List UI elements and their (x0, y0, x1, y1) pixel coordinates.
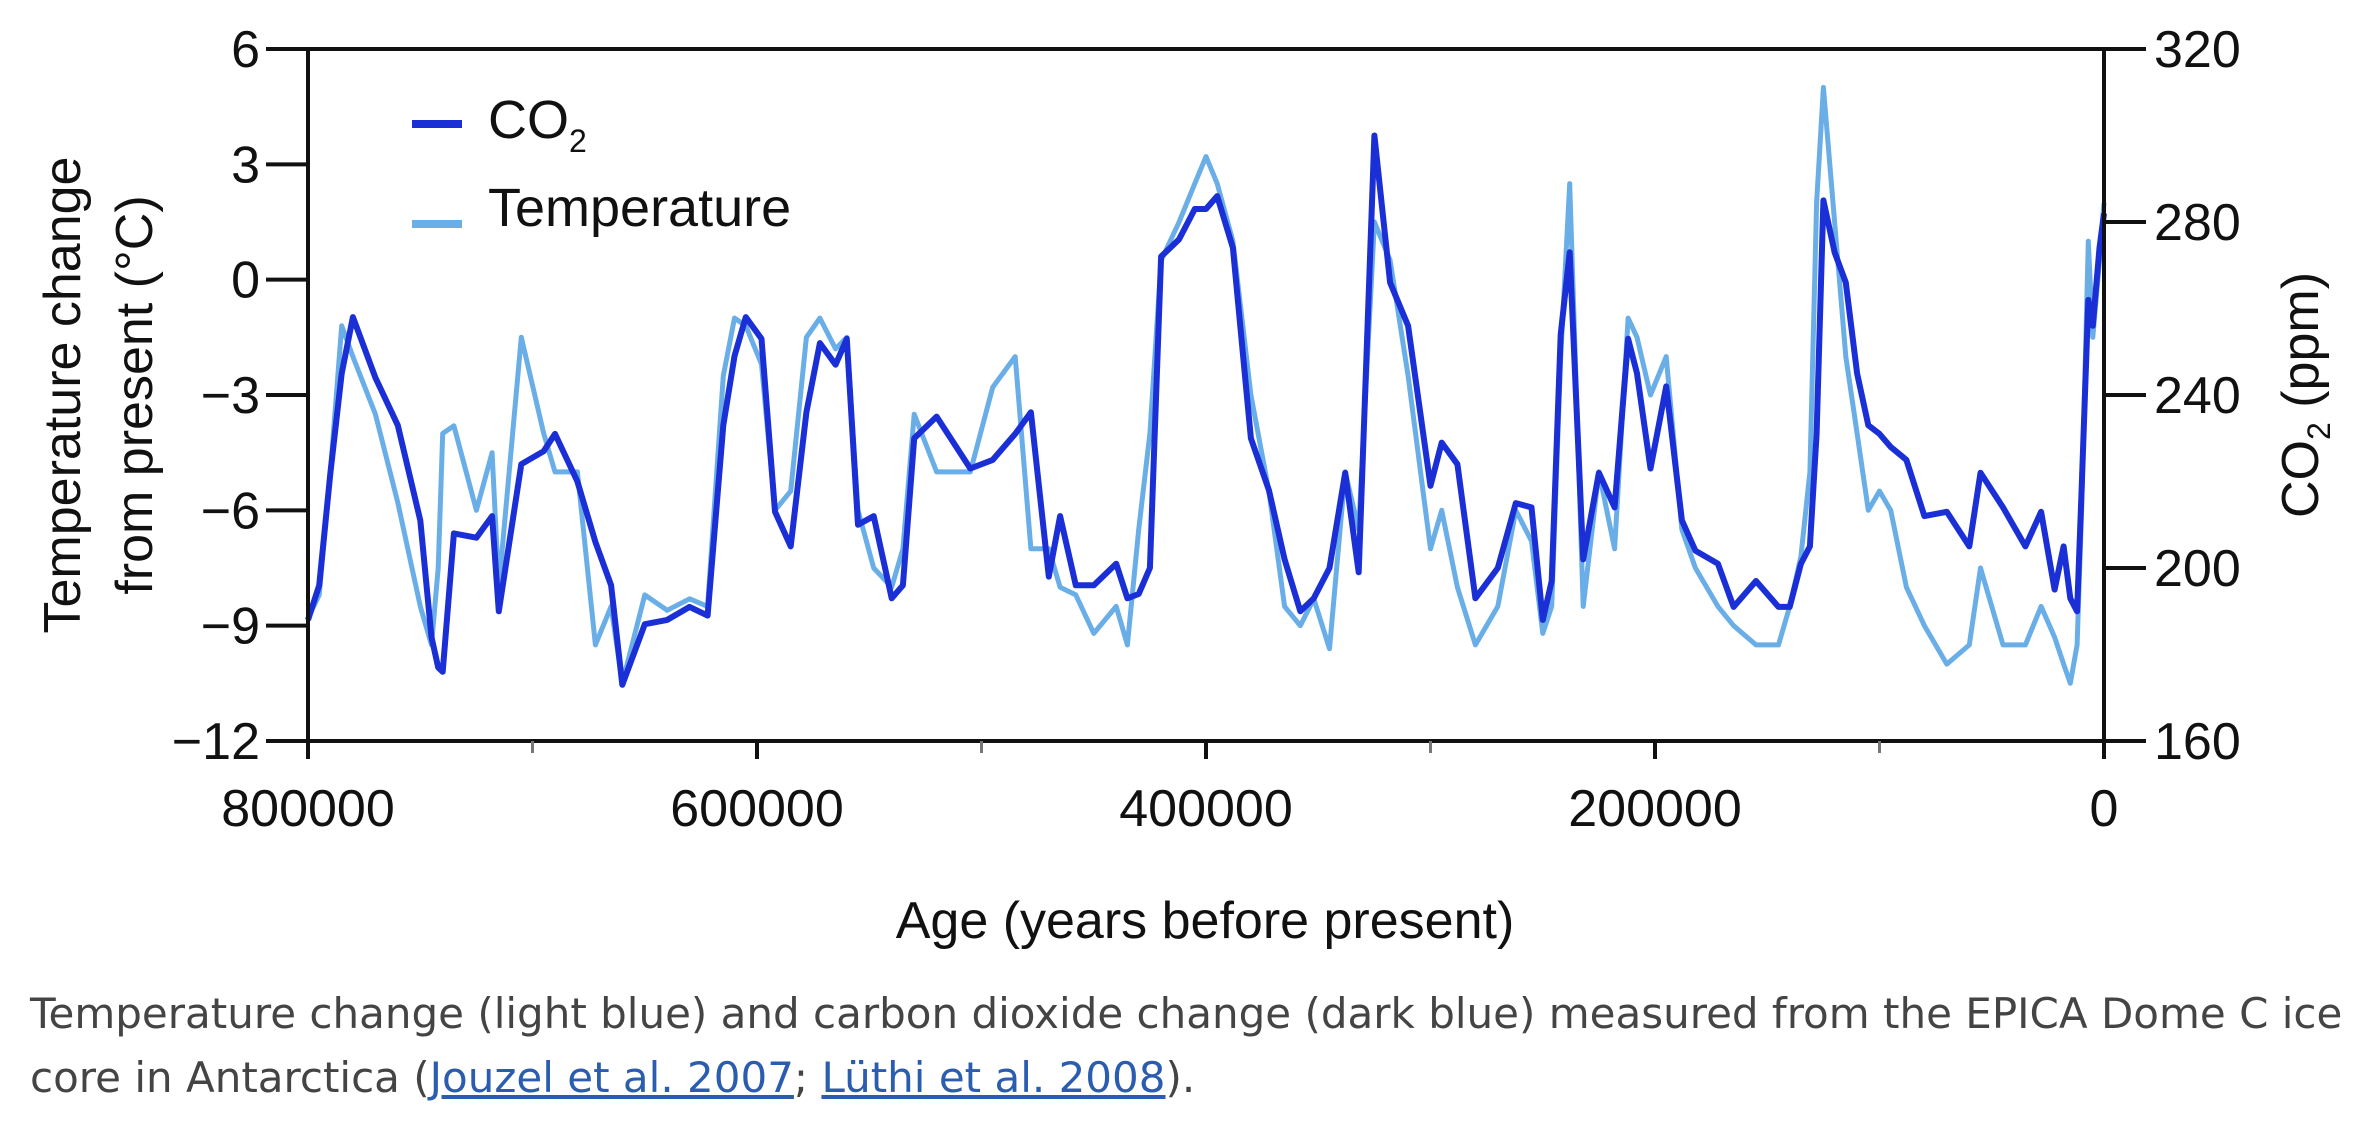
y-left-tick-label: −6 (201, 482, 260, 540)
y-left-axis-title-line2: from present (°C) (106, 195, 164, 594)
legend-temperature-label: Temperature (488, 178, 791, 238)
y-left-tick-label: 3 (231, 136, 260, 194)
temperature-series-line (305, 84, 2107, 686)
y-right-tick-label: 160 (2154, 713, 2241, 771)
y-right-tick-label: 280 (2154, 194, 2241, 252)
x-tick-label: 800000 (221, 780, 395, 838)
y-left-tick-label: −3 (201, 367, 260, 425)
y-left-axis-title-line1: Temperature change (34, 157, 92, 634)
x-tick-label: 400000 (1119, 780, 1293, 838)
x-tick-label: 0 (2090, 780, 2119, 838)
y-left-tick-label: 0 (231, 252, 260, 310)
legend-co2-label: CO2 (488, 90, 587, 159)
legend: CO2 Temperature (412, 90, 791, 238)
x-tick-label: 600000 (670, 780, 844, 838)
x-axis-title: Age (years before present) (896, 892, 1515, 950)
x-tick-label: 200000 (1568, 780, 1742, 838)
y-right-axis-title: CO2 (ppm) (2272, 272, 2337, 518)
y-right-tick-label: 240 (2154, 367, 2241, 425)
y-left-tick-label: −9 (201, 598, 260, 656)
caption-end: ). (1165, 1053, 1196, 1102)
epica-chart: 800000 600000 400000 200000 0 6 3 0 −3 −6 −9 −12 320… (34, 21, 2337, 950)
co2-series-line (305, 132, 2107, 688)
y-left-tick-label: −12 (172, 713, 260, 771)
ticks-layer: 800000 600000 400000 200000 0 6 3 0 −3 −6 −9 −12 320… (172, 21, 2241, 838)
jouzel-2007-link[interactable]: Jouzel et al. 2007 (429, 1053, 794, 1102)
luthi-2008-link[interactable]: Lüthi et al. 2008 (821, 1053, 1166, 1102)
y-left-tick-label: 6 (231, 21, 260, 79)
series-layer (305, 84, 2107, 688)
y-right-tick-label: 200 (2154, 540, 2241, 598)
caption-separator: ; (793, 1053, 822, 1102)
y-right-tick-label: 320 (2154, 21, 2241, 79)
caption-text: Temperature change (light blue) and carb… (30, 989, 2343, 1102)
figure-caption: Temperature change (light blue) and carb… (30, 982, 2360, 1110)
